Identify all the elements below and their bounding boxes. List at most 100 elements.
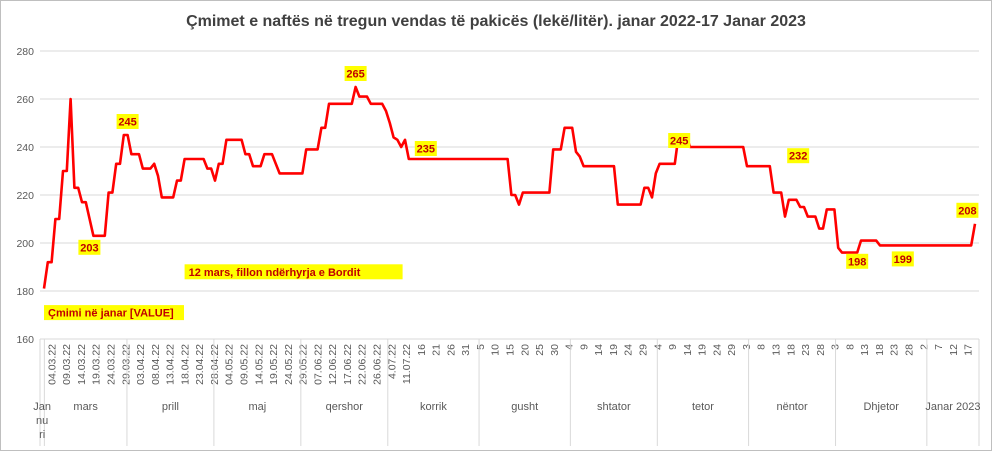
x-tick-label: 13	[771, 344, 783, 356]
x-tick-label: 16	[416, 344, 428, 356]
x-tick-label: 19.03.22	[91, 344, 103, 385]
data-label-bg	[846, 253, 869, 269]
data-label: 198	[848, 256, 866, 268]
chart-title: Çmimet e naftës në tregun vendas të paki…	[186, 13, 806, 30]
x-tick-label: 04.05.22	[224, 344, 236, 385]
x-tick-label: 9	[578, 344, 590, 350]
x-tick-label: 10	[490, 344, 502, 356]
x-tick-label: 3	[741, 344, 753, 350]
month-label: nëntor	[776, 401, 808, 413]
x-tick-label: 09.05.22	[239, 344, 251, 385]
x-tick-label: 17	[963, 344, 975, 356]
y-tick-label: 280	[16, 46, 34, 58]
annotation-bg	[44, 305, 184, 321]
x-tick-label: 29.03.22	[120, 344, 132, 385]
x-tick-label: 23	[800, 344, 812, 356]
y-tick-label: 160	[16, 334, 34, 346]
gridlines	[40, 50, 979, 340]
x-tick-label: 24	[623, 344, 635, 356]
x-tick-label: 24.03.22	[106, 344, 118, 385]
x-tick-label: 04.03.22	[46, 344, 58, 385]
x-tick-label: 29	[726, 344, 738, 356]
x-tick-label: 14	[593, 344, 605, 356]
month-label: ri	[39, 429, 45, 441]
data-label: 265	[346, 69, 364, 81]
month-label: Janar 2023	[925, 401, 980, 413]
data-label-bg	[78, 239, 101, 255]
x-tick-label: 23.04.22	[194, 344, 206, 385]
data-label: 232	[789, 151, 807, 163]
month-label: shtator	[597, 401, 631, 413]
x-tick-label: 19.05.22	[268, 344, 280, 385]
y-axis: 160 180 200 220 240 260 280	[16, 46, 34, 346]
x-tick-label: 5	[475, 344, 487, 350]
x-tick-label: 19	[608, 344, 620, 356]
x-tick-label: 28	[815, 344, 827, 356]
data-label: 208	[958, 205, 976, 217]
x-tick-label: 8	[844, 344, 856, 350]
annotation-text: 12 mars, fillon ndërhyrja e Bordit	[189, 267, 361, 279]
price-series-line	[42, 85, 977, 289]
x-tick-label: 14.05.22	[253, 344, 265, 385]
annotation-bg	[184, 264, 403, 280]
x-tick-label: 26.06.22	[372, 344, 384, 385]
x-tick-label: 11.07.22	[401, 344, 413, 384]
x-tick-label: 14.03.22	[76, 344, 88, 385]
x-tick-label: 29.05.22	[298, 344, 310, 385]
x-tick-label: 13	[859, 344, 871, 356]
x-tick-label: 24.05.22	[283, 344, 295, 385]
month-label: prill	[162, 401, 179, 413]
x-tick-label: 17.06.22	[342, 344, 354, 385]
x-tick-label: 21	[431, 344, 443, 356]
x-tick-label: 9	[667, 344, 679, 350]
x-tick-label: 30	[549, 344, 561, 356]
month-label: qershor	[326, 401, 364, 413]
month-label: tetor	[692, 401, 714, 413]
x-tick-label: 09.03.22	[61, 344, 73, 385]
x-tick-label: 18	[785, 344, 797, 356]
x-tick-label: 25	[534, 344, 546, 356]
data-label-bg	[116, 114, 139, 129]
x-tick-label: 23	[889, 344, 901, 356]
x-tick-label: 13.04.22	[165, 344, 177, 385]
month-label: mars	[73, 401, 98, 413]
data-label-bg	[344, 66, 367, 81]
series-layer	[42, 85, 977, 289]
x-tick-label: 8	[756, 344, 768, 350]
x-tick-label: 4	[564, 344, 576, 350]
x-tick-label: 14	[682, 344, 694, 356]
x-tick-label: 15	[505, 344, 517, 356]
x-tick-label: 18	[874, 344, 886, 356]
data-label: 245	[670, 136, 688, 148]
x-tick-label: 26	[445, 344, 457, 356]
x-tick-label: 7	[933, 344, 945, 350]
x-tick-label: 28	[904, 344, 916, 356]
x-tick-label: 2	[918, 344, 930, 350]
x-tick-label: 08.04.22	[150, 344, 162, 385]
x-tick-label: 31	[460, 344, 472, 356]
data-labels: 203 245 265 235 245 232 198 199 208	[78, 66, 979, 269]
data-label: 245	[118, 117, 136, 129]
x-tick-label: 22.06.22	[357, 344, 369, 385]
x-tick-label: 07.06.22	[312, 344, 324, 385]
x-tick-label: 24	[711, 344, 723, 356]
month-label: Dhjetor	[863, 401, 899, 413]
x-tick-label: 4.07.22	[386, 344, 398, 379]
data-label-bg	[956, 202, 979, 218]
month-label: korrik	[420, 401, 447, 413]
y-tick-label: 240	[16, 142, 34, 154]
data-label: 203	[80, 242, 98, 254]
month-label: nu	[36, 415, 48, 427]
x-tick-label: 19	[697, 344, 709, 356]
month-label: gusht	[511, 401, 538, 413]
x-tick-label: 12	[948, 344, 960, 356]
x-tick-label: 03.04.22	[135, 344, 147, 385]
x-tick-label: 18.04.22	[179, 344, 191, 385]
data-label-bg	[787, 148, 810, 164]
data-label-bg	[891, 251, 914, 267]
x-tick-label: 29	[638, 344, 650, 356]
x-tick-label: 20	[519, 344, 531, 356]
y-tick-label: 260	[16, 94, 34, 106]
